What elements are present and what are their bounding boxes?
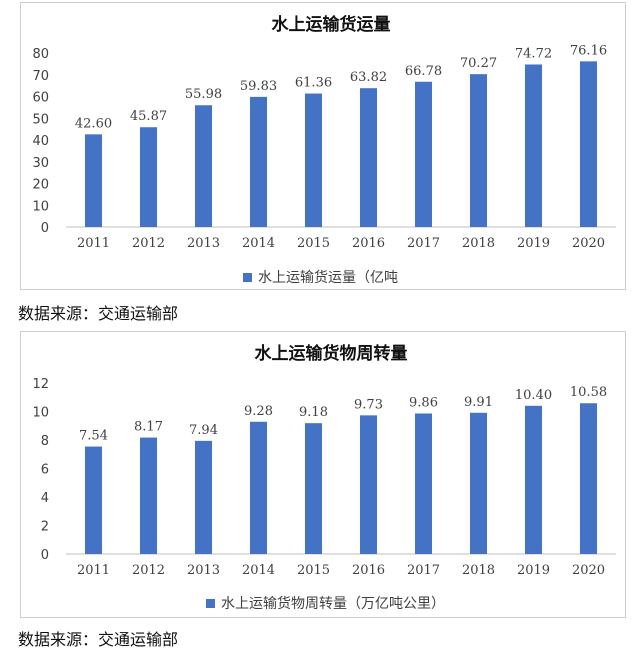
y-tick-label: 20 <box>32 178 49 193</box>
x-tick-label: 2013 <box>187 236 220 251</box>
y-tick-label: 80 <box>32 47 49 62</box>
data-label: 8.17 <box>134 420 163 435</box>
chart-panel-freight-volume: 水上运输货运量 0 10 20 30 40 50 60 70 80 42.60 2011 45.87 20… <box>20 2 626 290</box>
data-label: 9.91 <box>464 395 493 410</box>
y-tick-label: 70 <box>32 69 49 84</box>
y-tick-label: 2 <box>41 520 49 535</box>
data-label: 9.18 <box>299 405 328 420</box>
bar <box>194 105 213 227</box>
bar <box>579 61 598 227</box>
y-tick-label: 40 <box>32 134 49 149</box>
x-tick-label: 2017 <box>407 563 440 578</box>
x-tick-label: 2016 <box>352 563 385 578</box>
legend-swatch <box>206 599 215 608</box>
legend-label: 水上运输货物周转量（万亿吨公里） <box>221 595 445 612</box>
bar <box>524 64 543 227</box>
y-tick-label: 0 <box>41 221 49 236</box>
data-source-note: 数据来源：交通运输部 <box>18 630 179 649</box>
bar <box>304 423 323 554</box>
y-tick-label: 6 <box>41 463 49 478</box>
legend-label: 水上运输货运量（亿吨 <box>258 269 398 286</box>
x-tick-label: 2020 <box>572 563 605 578</box>
bar <box>139 127 158 227</box>
data-source-note: 数据来源：交通运输部 <box>18 304 179 323</box>
x-tick-label: 2013 <box>187 563 220 578</box>
bar <box>249 421 268 554</box>
bar <box>579 403 598 554</box>
y-tick-label: 8 <box>41 434 49 449</box>
chart-cargo-turnover: 水上运输货物周转量 0 2 4 6 8 10 12 7.54 2011 8.17 2012 7.94 20… <box>32 343 616 612</box>
data-label: 74.72 <box>515 46 552 61</box>
data-label: 9.28 <box>244 404 273 419</box>
y-tick-label: 10 <box>32 199 49 214</box>
data-label: 7.54 <box>79 429 108 444</box>
y-tick-label: 10 <box>32 406 49 421</box>
x-tick-label: 2019 <box>517 563 550 578</box>
y-tick-label: 60 <box>32 91 49 106</box>
x-tick-label: 2018 <box>462 563 495 578</box>
bar <box>359 415 378 554</box>
x-tick-label: 2016 <box>352 236 385 251</box>
data-label: 61.36 <box>295 76 332 91</box>
bar <box>249 96 268 227</box>
data-label: 66.78 <box>405 64 442 79</box>
data-label: 63.82 <box>350 70 387 85</box>
bar <box>84 134 103 227</box>
legend-swatch <box>243 273 252 282</box>
y-tick-label: 4 <box>41 491 49 506</box>
x-tick-label: 2019 <box>517 236 550 251</box>
data-label: 70.27 <box>460 56 497 71</box>
y-tick-label: 50 <box>32 112 49 127</box>
x-tick-label: 2015 <box>297 563 330 578</box>
data-label: 9.73 <box>354 397 383 412</box>
data-label: 10.40 <box>515 388 552 403</box>
chart-freight-volume: 水上运输货运量 0 10 20 30 40 50 60 70 80 42.60 2011 45.87 20… <box>32 14 616 286</box>
bar <box>469 74 488 227</box>
y-tick-label: 30 <box>32 156 49 171</box>
data-label: 45.87 <box>130 109 167 124</box>
chart-panel-cargo-turnover: 水上运输货物周转量 0 2 4 6 8 10 12 7.54 2011 8.17 2012 7.94 20… <box>20 331 626 618</box>
bar <box>84 446 103 554</box>
x-tick-label: 2012 <box>132 236 165 251</box>
bar <box>359 88 378 227</box>
chart-title: 水上运输货物周转量 <box>255 343 408 364</box>
bar <box>139 437 158 554</box>
bar <box>414 413 433 554</box>
x-tick-label: 2020 <box>572 236 605 251</box>
data-label: 76.16 <box>570 43 607 58</box>
x-tick-label: 2014 <box>242 236 275 251</box>
x-tick-label: 2011 <box>77 236 110 251</box>
bar <box>194 440 213 554</box>
x-tick-label: 2017 <box>407 236 440 251</box>
bar <box>414 81 433 227</box>
y-tick-label: 12 <box>32 377 49 392</box>
bar <box>524 405 543 554</box>
data-label: 10.58 <box>570 385 607 400</box>
data-label: 9.86 <box>409 395 438 410</box>
data-label: 42.60 <box>75 116 112 131</box>
x-tick-label: 2011 <box>77 563 110 578</box>
bar <box>469 412 488 554</box>
data-label: 7.94 <box>189 423 218 438</box>
data-label: 59.83 <box>240 79 277 94</box>
x-tick-label: 2018 <box>462 236 495 251</box>
x-tick-label: 2014 <box>242 563 275 578</box>
chart-title: 水上运输货运量 <box>272 14 391 35</box>
bar <box>304 93 323 228</box>
x-tick-label: 2015 <box>297 236 330 251</box>
x-tick-label: 2012 <box>132 563 165 578</box>
y-tick-label: 0 <box>41 548 49 563</box>
data-label: 55.98 <box>185 87 222 102</box>
